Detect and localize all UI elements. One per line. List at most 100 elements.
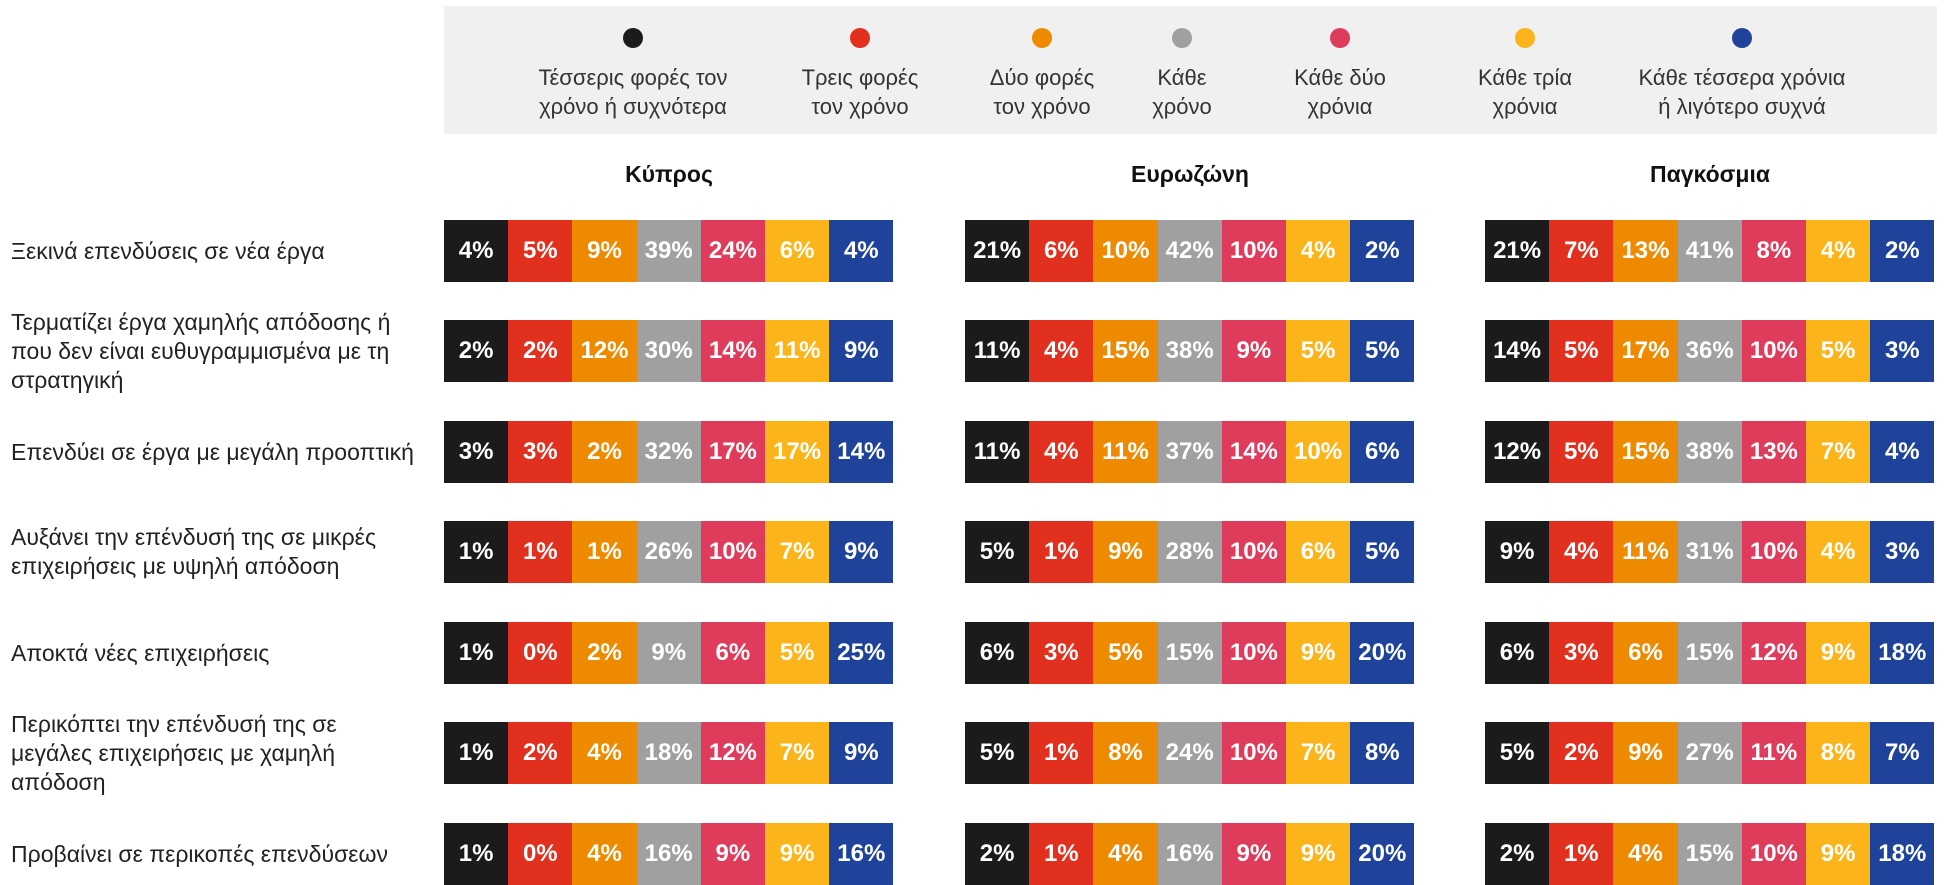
cell: 1% — [444, 722, 509, 784]
cell: 1% — [1549, 823, 1614, 885]
cell: 6% — [700, 622, 765, 684]
cell: 9% — [829, 722, 894, 784]
cell: 10% — [1221, 521, 1286, 583]
cell: 11% — [765, 320, 830, 382]
cell: 9% — [1286, 823, 1351, 885]
cell: 2% — [1870, 220, 1935, 282]
cell: 21% — [965, 220, 1030, 282]
cell: 1% — [572, 521, 637, 583]
legend-dot — [623, 28, 643, 48]
cell: 15% — [1677, 622, 1742, 684]
cell: 9% — [1221, 823, 1286, 885]
cell: 2% — [1549, 722, 1614, 784]
cell: 26% — [636, 521, 701, 583]
cell: 10% — [1093, 220, 1158, 282]
cell: 9% — [1093, 521, 1158, 583]
row-label: Προβαίνει σε περικοπές επενδύσεων — [11, 840, 388, 867]
cell: 12% — [700, 722, 765, 784]
cell: 1% — [444, 521, 509, 583]
cell: 10% — [1286, 421, 1351, 483]
cell: 5% — [765, 622, 830, 684]
cell: 1% — [1029, 722, 1094, 784]
cell: 14% — [700, 320, 765, 382]
cell: 24% — [1157, 722, 1222, 784]
legend-label: Κάθε τρία — [1477, 65, 1573, 90]
group-title: Κύπρος — [625, 161, 713, 187]
cell: 9% — [829, 320, 894, 382]
legend-label: Τρεις φορές — [801, 65, 919, 90]
cell: 28% — [1157, 521, 1222, 583]
cell: 18% — [636, 722, 701, 784]
group-title: Παγκόσμια — [1650, 161, 1770, 187]
cell: 8% — [1093, 722, 1158, 784]
cell: 14% — [1485, 320, 1550, 382]
cell: 1% — [444, 622, 509, 684]
cell: 8% — [1741, 220, 1806, 282]
cell: 5% — [1286, 320, 1351, 382]
cell: 32% — [636, 421, 701, 483]
cell: 3% — [1870, 320, 1935, 382]
cell: 4% — [1093, 823, 1158, 885]
cell: 10% — [1221, 622, 1286, 684]
cell: 4% — [1029, 320, 1094, 382]
cell: 16% — [1157, 823, 1222, 885]
cell: 5% — [1485, 722, 1550, 784]
cell: 5% — [1350, 521, 1415, 583]
cell: 5% — [965, 521, 1030, 583]
cell: 10% — [1741, 823, 1806, 885]
cell: 6% — [1485, 622, 1550, 684]
legend-label: χρόνο ή συχνότερα — [539, 94, 727, 119]
cell: 4% — [1806, 220, 1871, 282]
cell: 20% — [1350, 823, 1415, 885]
cell: 17% — [700, 421, 765, 483]
cell: 9% — [1485, 521, 1550, 583]
cell: 1% — [508, 521, 573, 583]
cell: 5% — [1350, 320, 1415, 382]
cell: 2% — [965, 823, 1030, 885]
cell: 41% — [1677, 220, 1742, 282]
cell: 12% — [1741, 622, 1806, 684]
row-label: Περικόπτει την επένδυσή της σε μεγάλες ε… — [11, 710, 337, 795]
cell: 9% — [1806, 823, 1871, 885]
cell: 12% — [1485, 421, 1550, 483]
cell: 6% — [765, 220, 830, 282]
legend-label: τον χρόνο — [811, 94, 909, 119]
legend-dot — [1330, 28, 1350, 48]
cell: 2% — [1350, 220, 1415, 282]
legend-label: Κάθε δύο — [1294, 65, 1386, 90]
cell: 5% — [1093, 622, 1158, 684]
cell: 9% — [1286, 622, 1351, 684]
cell: 2% — [508, 722, 573, 784]
legend-dot — [850, 28, 870, 48]
cell: 1% — [1029, 823, 1094, 885]
cell: 4% — [572, 823, 637, 885]
cell: 4% — [829, 220, 894, 282]
cell: 21% — [1485, 220, 1550, 282]
cell: 11% — [965, 421, 1030, 483]
cell: 9% — [829, 521, 894, 583]
cell: 16% — [829, 823, 894, 885]
legend-label: Τέσσερις φορές τον — [538, 65, 728, 90]
cell: 5% — [1806, 320, 1871, 382]
cell: 9% — [572, 220, 637, 282]
cell: 6% — [1029, 220, 1094, 282]
cell: 38% — [1157, 320, 1222, 382]
cell: 42% — [1157, 220, 1222, 282]
legend-label: χρόνια — [1492, 94, 1558, 119]
cell: 36% — [1677, 320, 1742, 382]
cell: 11% — [1741, 722, 1806, 784]
cell: 10% — [1741, 320, 1806, 382]
cell: 13% — [1741, 421, 1806, 483]
cell: 4% — [1286, 220, 1351, 282]
cell: 7% — [765, 722, 830, 784]
cell: 9% — [1613, 722, 1678, 784]
row-label: Ξεκινά επενδύσεις σε νέα έργα — [11, 237, 325, 264]
cell: 9% — [700, 823, 765, 885]
cell: 5% — [1549, 320, 1614, 382]
cell: 7% — [1286, 722, 1351, 784]
cell: 16% — [636, 823, 701, 885]
cell: 17% — [1613, 320, 1678, 382]
cell: 2% — [508, 320, 573, 382]
cell: 15% — [1613, 421, 1678, 483]
